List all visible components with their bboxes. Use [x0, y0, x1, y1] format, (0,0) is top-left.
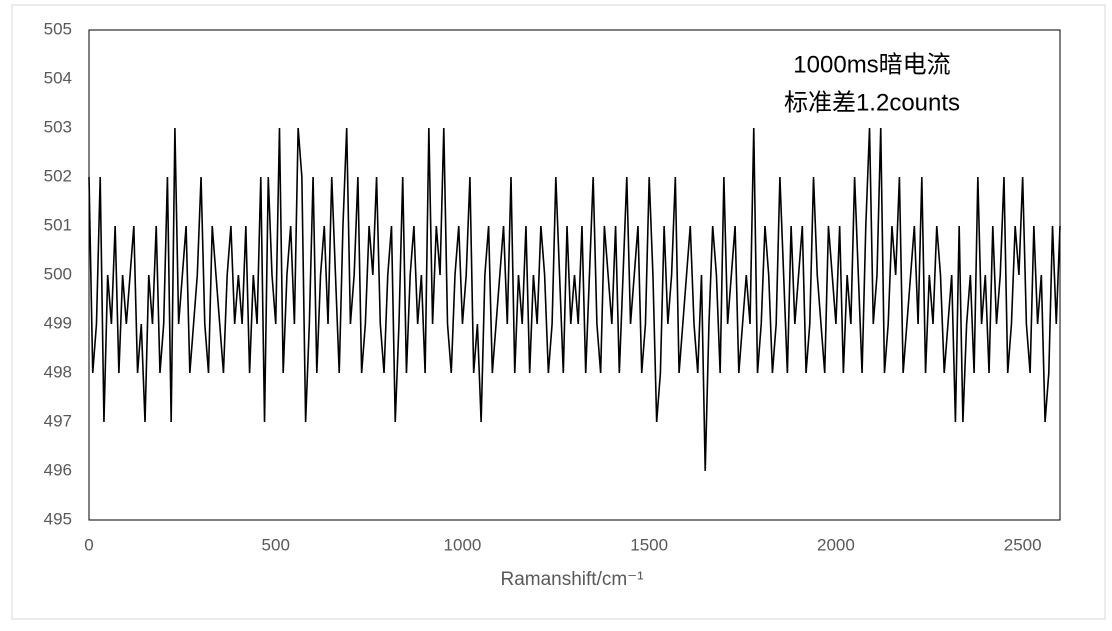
x-tick-label: 500 [262, 535, 290, 554]
y-tick-label: 496 [44, 460, 72, 479]
y-tick-label: 500 [44, 264, 72, 283]
annotation: 标准差1.2counts [784, 89, 960, 116]
x-tick-label: 0 [84, 535, 93, 554]
y-tick-label: 497 [44, 411, 72, 430]
annotation: 1000ms暗电流 [793, 51, 950, 78]
y-tick-label: 505 [44, 19, 72, 38]
x-tick-label: 1500 [630, 535, 668, 554]
data-line [88, 127, 1061, 472]
x-axis-label: Ramanshift/cm⁻¹ [500, 569, 643, 590]
y-tick-label: 501 [44, 215, 72, 234]
y-tick-label: 502 [44, 166, 72, 185]
x-tick-label: 2500 [1004, 535, 1042, 554]
y-tick-label: 504 [44, 68, 72, 87]
y-tick-label: 499 [44, 313, 72, 332]
y-tick-label: 498 [44, 362, 72, 381]
y-tick-label: 495 [44, 509, 72, 528]
x-tick-label: 2000 [817, 535, 855, 554]
y-tick-label: 503 [44, 117, 72, 136]
plot-frame [88, 29, 1061, 521]
x-tick-label: 1000 [444, 535, 482, 554]
